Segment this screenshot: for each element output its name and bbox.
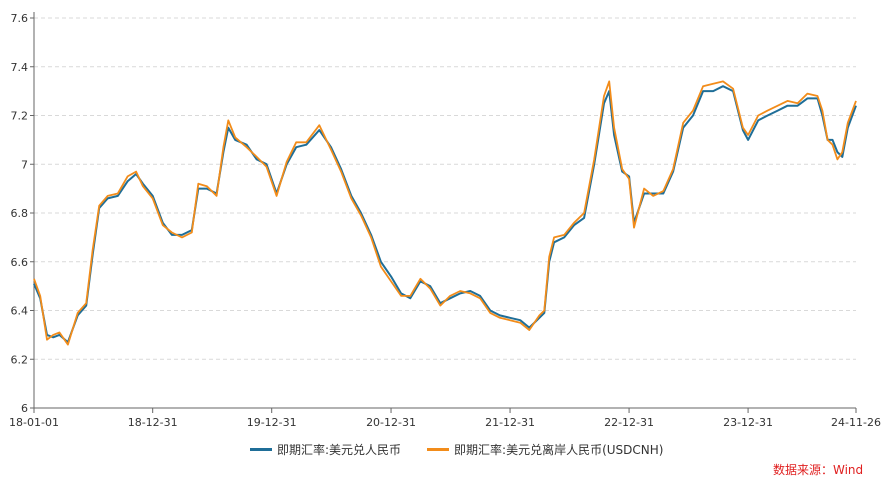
legend-item-offshore: 即期汇率:美元兑离岸人民币(USDCNH) [427, 441, 663, 458]
x-tick-label: 23-12-31 [723, 416, 773, 429]
legend-label-onshore: 即期汇率:美元兑人民币 [277, 443, 402, 457]
y-tick-label: 7.6 [11, 12, 29, 25]
y-tick-label: 6 [21, 402, 28, 415]
x-tick-label: 21-12-31 [485, 416, 535, 429]
x-axis-ticks: 18-01-01 18-12-31 19-12-31 20-12-31 21-12-31… [9, 408, 881, 429]
series-line-offshore [33, 80, 857, 346]
y-tick-label: 6.8 [11, 207, 29, 220]
x-tick-label: 18-01-01 [9, 416, 59, 429]
y-tick-label: 6.2 [11, 353, 29, 366]
y-tick-label: 7 [21, 158, 28, 171]
y-tick-label: 7.4 [11, 61, 29, 74]
series-lines [33, 80, 857, 346]
x-tick-label: 19-12-31 [247, 416, 297, 429]
legend: 即期汇率:美元兑人民币 即期汇率:美元兑离岸人民币(USDCNH) [250, 441, 663, 458]
x-tick-label: 18-12-31 [128, 416, 178, 429]
y-axis-ticks: 6 6.2 6.4 6.6 6.8 7 7.2 7.4 7.6 [11, 12, 34, 415]
y-tick-label: 6.6 [11, 256, 29, 269]
y-tick-label: 7.2 [11, 110, 29, 123]
y-tick-label: 6.4 [11, 305, 29, 318]
legend-label-offshore: 即期汇率:美元兑离岸人民币(USDCNH) [454, 443, 664, 457]
legend-item-onshore: 即期汇率:美元兑人民币 [250, 441, 401, 458]
x-tick-label: 22-12-31 [604, 416, 654, 429]
legend-swatch-offshore [427, 448, 450, 451]
legend-swatch-onshore [250, 448, 272, 451]
series-line-onshore [33, 85, 857, 344]
data-source-note: 数据来源：Wind [773, 463, 864, 477]
axes [33, 12, 856, 409]
grid-lines [34, 17, 856, 360]
x-tick-label: 20-12-31 [366, 416, 416, 429]
usd-cny-line-chart: 6 6.2 6.4 6.6 6.8 7 7.2 7.4 7.6 18-01-01 18-12-31… [9, 12, 881, 429]
x-tick-label: 24-11-26 [831, 416, 881, 429]
